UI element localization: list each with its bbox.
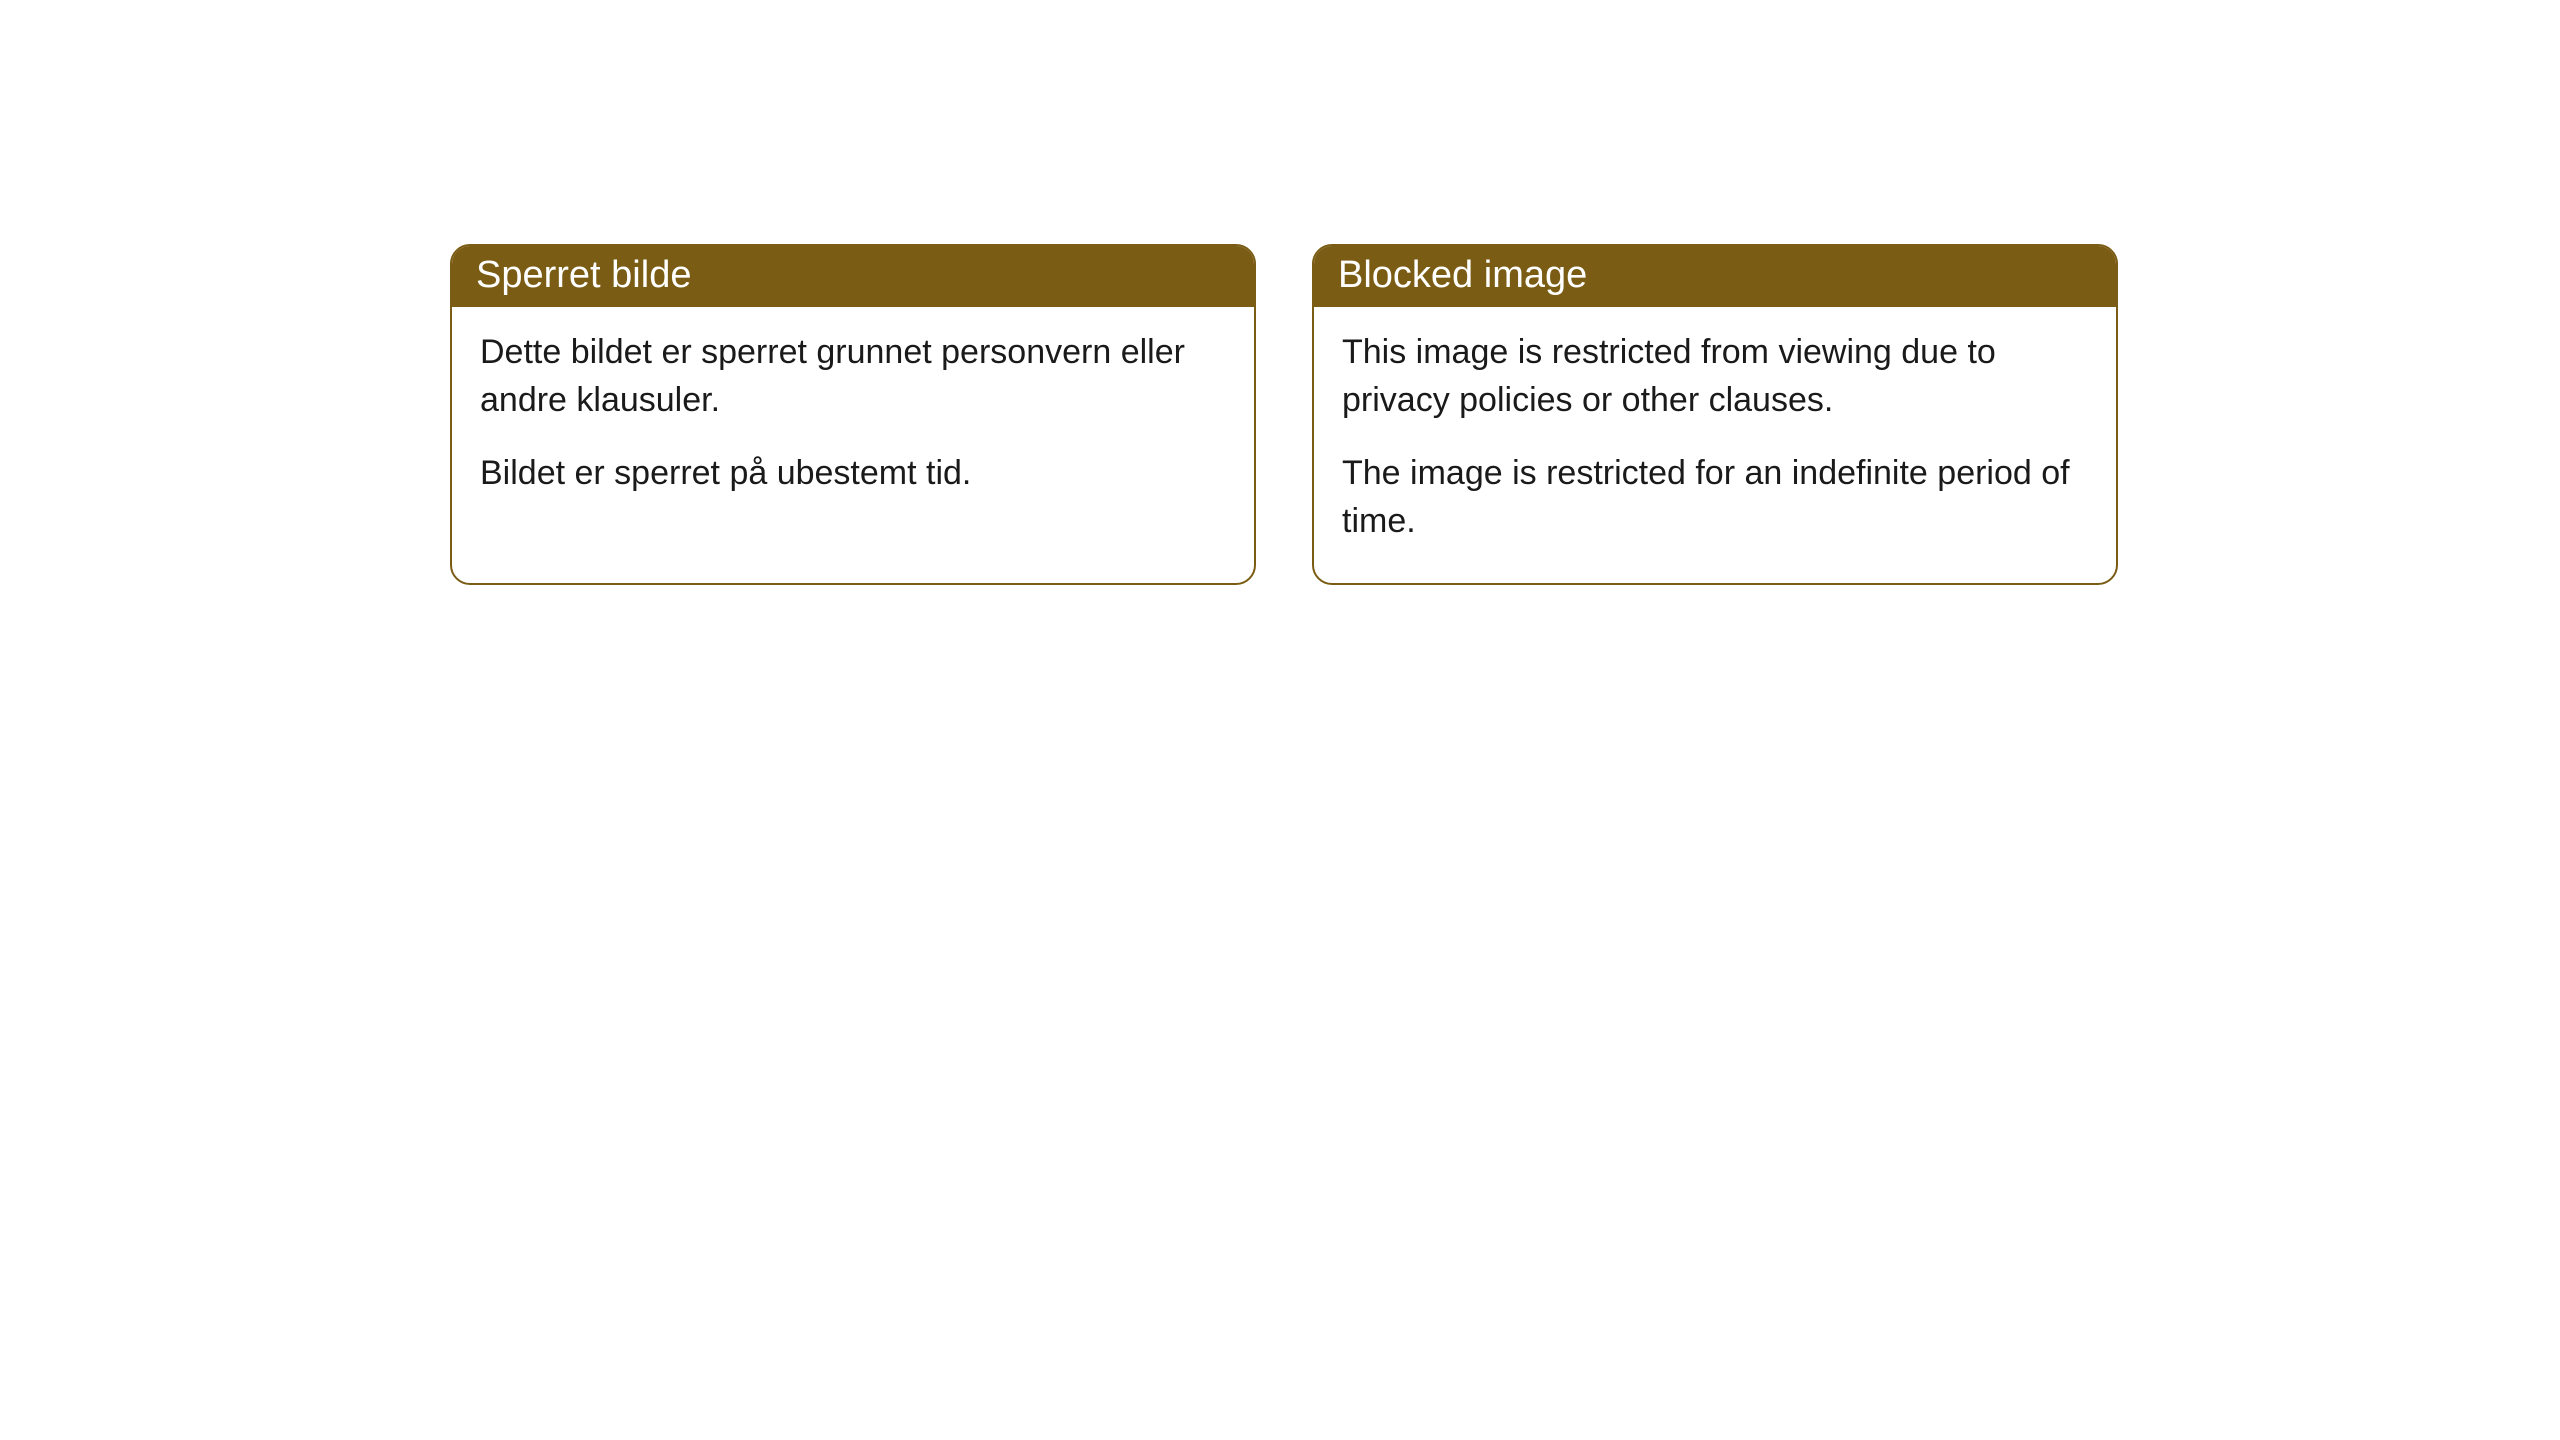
notice-container: Sperret bilde Dette bildet er sperret gr… xyxy=(450,244,2118,585)
card-body-english: This image is restricted from viewing du… xyxy=(1314,307,2116,583)
card-paragraph: Dette bildet er sperret grunnet personve… xyxy=(480,329,1226,424)
card-body-norwegian: Dette bildet er sperret grunnet personve… xyxy=(452,307,1254,536)
card-paragraph: Bildet er sperret på ubestemt tid. xyxy=(480,450,1226,498)
card-title: Blocked image xyxy=(1338,254,1587,296)
card-title: Sperret bilde xyxy=(476,254,691,296)
card-paragraph: The image is restricted for an indefinit… xyxy=(1342,450,2088,545)
card-paragraph: This image is restricted from viewing du… xyxy=(1342,329,2088,424)
card-header-norwegian: Sperret bilde xyxy=(452,246,1254,307)
card-header-english: Blocked image xyxy=(1314,246,2116,307)
notice-card-english: Blocked image This image is restricted f… xyxy=(1312,244,2118,585)
notice-card-norwegian: Sperret bilde Dette bildet er sperret gr… xyxy=(450,244,1256,585)
